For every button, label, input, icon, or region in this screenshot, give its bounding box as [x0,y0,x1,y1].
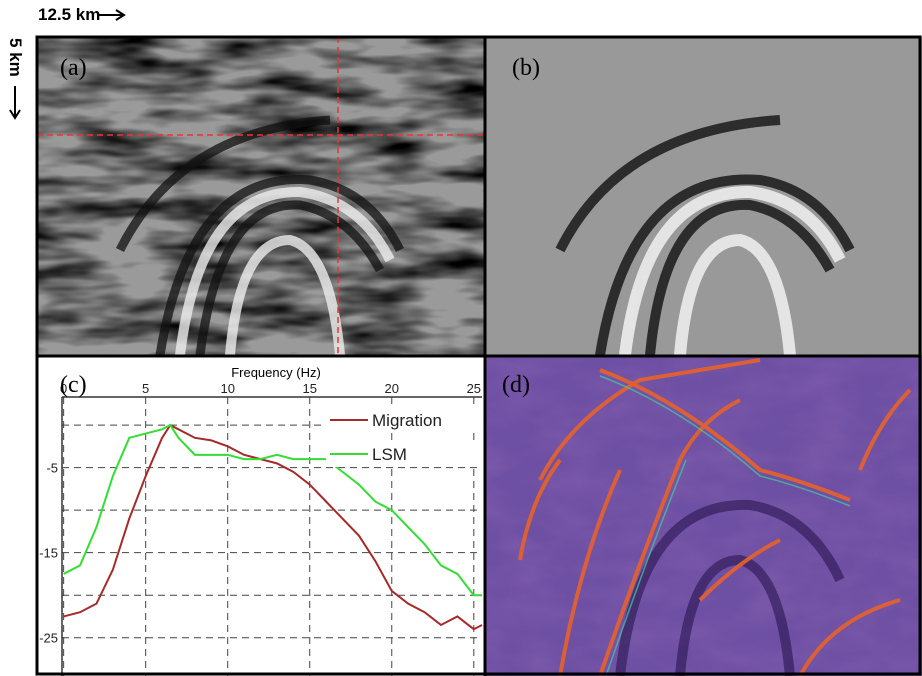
seismic-image-b [485,37,922,355]
scale-vertical: 5 km [6,38,25,77]
y-tick-label: -5 [46,461,58,476]
panel-label: (c) [60,372,87,398]
legend-label: LSM [372,445,407,464]
x-tick-label: 10 [220,381,234,396]
chart-background [37,355,485,676]
scale-horizontal: 12.5 km [38,5,100,24]
y-tick-label: -25 [39,631,58,646]
panel-label: (b) [512,55,540,81]
y-tick-label: -15 [39,546,58,561]
figure: 12.5 km 5 km [0,0,922,676]
page: {"scale": {"horizontal": "12.5 km", "ver… [0,0,922,676]
x-tick-label: 25 [467,381,481,396]
panel-label: (d) [502,372,530,398]
x-axis-title: Frequency (Hz) [231,365,321,380]
legend-label: Migration [372,411,442,430]
x-tick-label: 20 [385,381,399,396]
attribute-image-d [485,355,922,676]
panel-label: (a) [60,55,87,81]
x-tick-label: 5 [142,381,149,396]
x-tick-label: 15 [303,381,317,396]
seismic-image-a [37,37,485,355]
